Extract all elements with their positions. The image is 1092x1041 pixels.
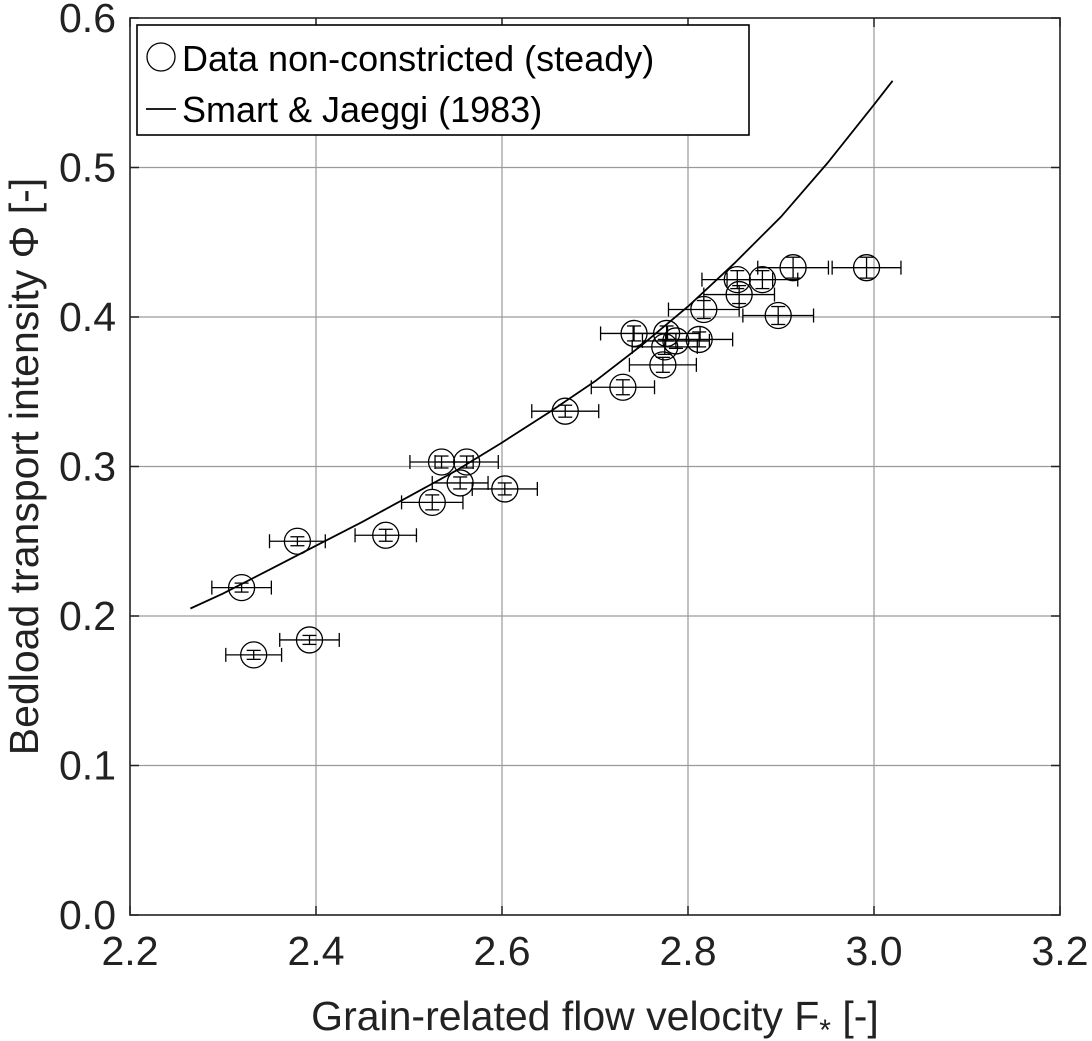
data-point [211,573,273,602]
data-point [665,325,734,354]
data-marker-circle [551,397,579,425]
data-marker-circle [764,301,792,330]
data-marker-circle [453,448,481,476]
data-marker-circle [227,573,256,602]
data-point [703,280,776,309]
data-marker-circle [662,327,690,355]
data-marker-circle [283,527,312,555]
data-point [434,448,499,476]
y-tick-label: 0.3 [59,444,116,490]
grid [130,18,1060,915]
data-point [400,488,464,517]
fit-curve-layer [190,80,894,610]
y-axis-label: Bedload transport intensity Φ [-] [1,178,47,755]
x-tick-label: 3.0 [846,928,903,974]
data-point [354,521,418,549]
y-tick-label: 0.1 [59,743,116,789]
data-marker-circle [685,325,713,354]
data-point [757,254,830,282]
data-marker-circle [372,521,400,549]
data-marker-circle [491,475,519,503]
data-marker-circle [649,351,677,379]
data-marker-circle [609,373,637,401]
data-point [742,301,815,330]
data-point [726,265,799,294]
data-point [831,254,902,282]
y-tick-label: 0.0 [59,892,116,938]
data-point [628,351,698,379]
data-marker-circle [725,280,753,309]
data-marker-circle [748,265,777,294]
data-marker-circle [240,641,268,669]
x-tick-label: 2.2 [102,928,159,974]
legend: Data non-constricted (steady) Smart & Ja… [136,24,750,136]
data-point [431,469,489,497]
data-points-layer [211,254,902,669]
data-marker-circle [779,254,807,282]
x-tick-label: 3.2 [1032,928,1089,974]
data-point [590,373,656,401]
data-point [268,527,326,555]
x-axis-label: Grain-related flow velocity F* [-] [311,993,879,1041]
legend-fit-label: Smart & Jaeggi (1983) [182,89,542,130]
x-axis-label-suffix: [-] [831,993,879,1039]
data-marker-circle [295,626,324,654]
legend-data-label: Data non-constricted (steady) [182,38,654,79]
x-axis-label-subscript: * [819,1014,831,1041]
y-tick-label: 0.2 [59,593,116,639]
legend-box [136,24,750,136]
x-tick-label: 2.4 [288,928,345,974]
y-axis-ticks: 0.0 0.1 0.2 0.3 0.4 0.5 0.6 [59,0,1060,938]
data-marker-circle [446,469,474,497]
x-tick-label: 2.8 [660,928,717,974]
legend-circle-marker [146,42,176,72]
data-point [531,397,600,425]
x-axis-label-main: Grain-related flow velocity F [311,993,819,1039]
data-marker-circle [852,254,881,282]
x-axis-ticks: 2.2 2.4 2.6 2.8 3.0 3.2 [102,18,1089,974]
x-tick-label: 2.6 [474,928,531,974]
data-point [225,641,283,669]
data-point [279,626,340,654]
data-point [471,475,538,503]
fit-curve-line [190,80,894,610]
y-tick-label: 0.5 [59,145,116,191]
y-tick-label: 0.4 [59,294,116,340]
data-point [641,327,711,355]
y-tick-label: 0.6 [59,0,116,41]
